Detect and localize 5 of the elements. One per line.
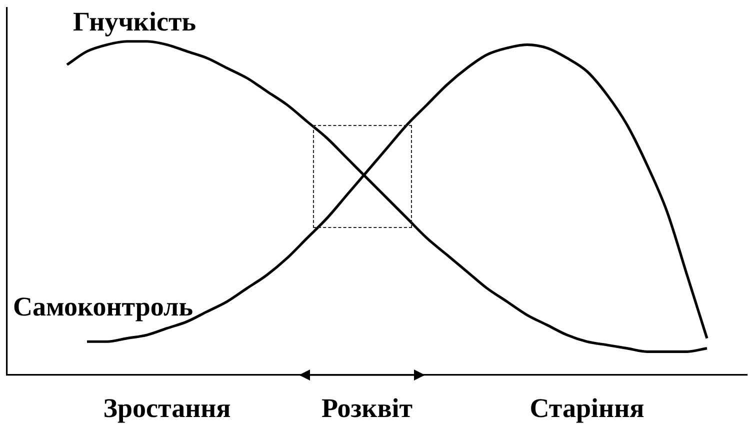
x-tick-label: Старіння (530, 393, 644, 424)
x-tick-label: Розквіт (321, 393, 413, 424)
series-label: Самоконтроль (13, 292, 193, 322)
series-label: Гнучкість (73, 6, 196, 37)
x-tick-label: Зростання (103, 393, 231, 424)
